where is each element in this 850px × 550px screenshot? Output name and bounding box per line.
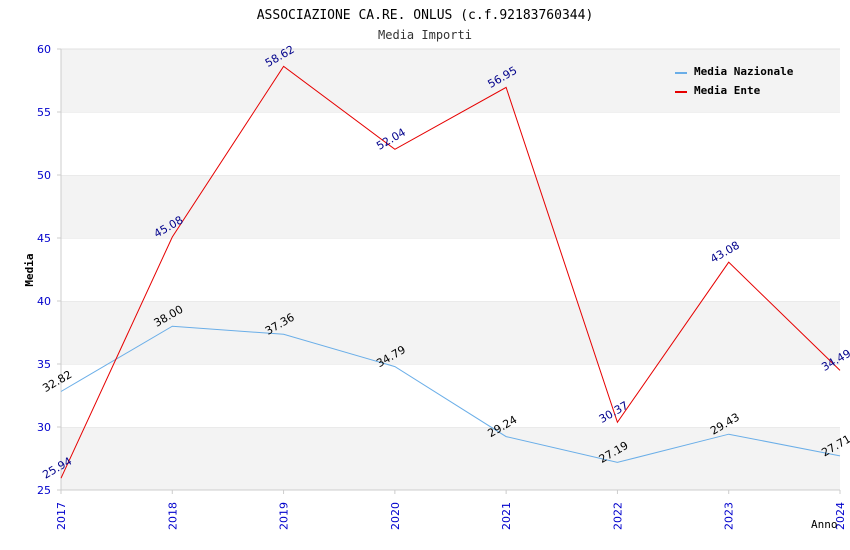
grid-band <box>61 364 840 427</box>
x-tick-labels: 2017 2018 2019 2020 2021 2022 2023 2024 <box>55 490 847 530</box>
y-tick-label: 35 <box>37 358 51 371</box>
y-tick-label: 45 <box>37 232 51 245</box>
x-tick-label: 2020 <box>389 502 402 530</box>
x-tick-label: 2019 <box>278 502 291 530</box>
y-tick-label: 50 <box>37 169 51 182</box>
chart-title: ASSOCIAZIONE CA.RE. ONLUS (c.f.921837603… <box>257 8 594 23</box>
x-tick-label: 2023 <box>723 502 736 530</box>
grid-band <box>61 175 840 238</box>
axes <box>60 49 840 491</box>
x-tick-label: 2021 <box>500 502 513 530</box>
legend-label-media-nazionale: Media Nazionale <box>694 65 794 78</box>
series-lines <box>60 65 841 479</box>
grid-band <box>61 112 840 175</box>
legend-label-media-ente: Media Ente <box>694 84 761 97</box>
grid-band <box>61 427 840 490</box>
y-tick-label: 25 <box>37 484 51 497</box>
grid-band <box>61 238 840 301</box>
x-tick-label: 2022 <box>611 502 624 530</box>
y-tick-label: 55 <box>37 106 51 119</box>
y-tick-label: 40 <box>37 295 51 308</box>
chart-subtitle: Media Importi <box>378 28 472 42</box>
y-axis-label: Media <box>23 253 36 286</box>
x-axis-label: Anno <box>811 518 838 531</box>
series-line-media-nazionale <box>60 325 841 463</box>
series-line-media-ente <box>60 65 841 479</box>
legend: Media Nazionale Media Ente <box>675 65 794 97</box>
x-tick-label: 2017 <box>55 502 68 530</box>
y-tick-labels: 25 30 35 40 45 50 55 60 <box>37 43 61 497</box>
x-tick-label: 2024 <box>834 502 847 530</box>
x-tick-label: 2018 <box>166 502 179 530</box>
y-tick-label: 60 <box>37 43 51 56</box>
grid-band <box>61 49 840 112</box>
grid-band <box>61 301 840 364</box>
y-tick-label: 30 <box>37 421 51 434</box>
plot-background-bands <box>61 48 840 490</box>
